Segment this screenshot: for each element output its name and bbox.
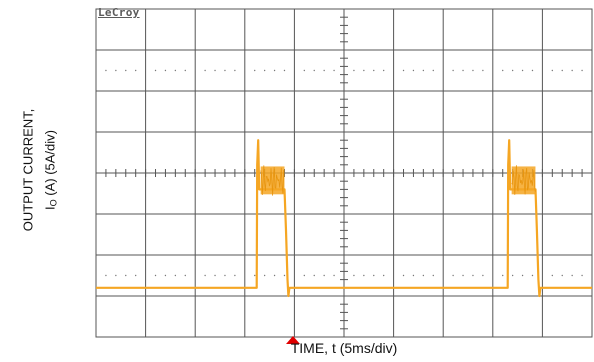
- grid-dot: [382, 274, 385, 277]
- grid-dot: [105, 274, 107, 277]
- grid-dot: [204, 69, 206, 72]
- grid-dot: [214, 274, 216, 277]
- grid-dot: [154, 274, 157, 277]
- grid-dot: [511, 274, 514, 277]
- grid-dot: [154, 69, 157, 72]
- grid-dot: [204, 274, 206, 277]
- trace-layer: [96, 139, 592, 298]
- grid-dot: [502, 274, 504, 277]
- grid-dot: [254, 274, 256, 277]
- grid-dot: [234, 69, 236, 72]
- grid-dot: [234, 274, 236, 277]
- y-axis-label-line1: OUTPUT CURRENT,: [20, 108, 36, 232]
- grid-dot: [184, 69, 186, 72]
- grid-dot: [581, 274, 583, 277]
- grid-dot: [323, 274, 325, 277]
- grid-dot: [373, 274, 375, 277]
- grid-dot: [125, 69, 127, 72]
- grid-dot: [214, 69, 216, 72]
- grid-dot: [115, 274, 117, 277]
- grid-dot: [511, 69, 514, 72]
- grid-dot: [273, 274, 276, 277]
- grid-dot: [402, 274, 405, 277]
- grid-dot: [164, 69, 167, 72]
- grid-dot: [254, 69, 256, 72]
- lecroy-logo: LeCroy: [98, 6, 140, 19]
- grid-dot: [263, 69, 266, 72]
- grid-dot: [472, 69, 474, 72]
- grid-dot: [164, 274, 167, 277]
- grid-dot: [561, 69, 563, 72]
- pulse-noise-trace: [511, 165, 536, 195]
- grid-dot: [263, 274, 266, 277]
- grid-dot: [224, 69, 226, 72]
- y-axis-label-line2: IO (A) (5A/div): [42, 130, 59, 210]
- pulse-noise-band: [260, 166, 285, 195]
- grid-dot: [333, 69, 335, 72]
- grid-dot: [283, 274, 286, 277]
- grid-dot: [502, 69, 504, 72]
- grid-dot: [462, 69, 464, 72]
- grid-dot: [561, 274, 563, 277]
- grid-dot: [452, 274, 454, 277]
- grid-dot: [303, 274, 306, 277]
- grid-dot: [422, 69, 425, 72]
- grid-dot: [482, 69, 484, 72]
- grid-dot: [303, 69, 306, 72]
- grid-dot: [125, 274, 127, 277]
- grid-dot: [472, 274, 474, 277]
- grid-dot: [432, 69, 434, 72]
- grid-dot: [115, 69, 117, 72]
- grid: [96, 9, 592, 337]
- grid-dot: [105, 69, 107, 72]
- grid-dot: [323, 69, 325, 72]
- grid-dot: [184, 274, 186, 277]
- y-axis-label: OUTPUT CURRENT, IO (A) (5A/div): [8, 40, 74, 300]
- grid-dot: [363, 69, 365, 72]
- x-axis-label: TIME, t (5ms/div): [290, 340, 398, 356]
- grid-dot: [224, 274, 226, 277]
- grid-dot: [571, 69, 573, 72]
- grid-dot: [452, 69, 454, 72]
- trigger-marker: [286, 336, 300, 344]
- grid-dot: [382, 69, 385, 72]
- grid-dot: [333, 274, 335, 277]
- grid-dot: [313, 69, 315, 72]
- grid-dot: [571, 274, 573, 277]
- grid-dot: [134, 274, 137, 277]
- grid-dot: [531, 274, 534, 277]
- grid-dot: [551, 274, 554, 277]
- grid-dot: [363, 274, 365, 277]
- current-trace: [96, 139, 592, 298]
- grid-dot: [283, 69, 286, 72]
- grid-dot: [412, 69, 415, 72]
- grid-dot: [432, 274, 434, 277]
- grid-dot: [373, 69, 375, 72]
- grid-dot: [273, 69, 276, 72]
- grid-dot: [521, 274, 524, 277]
- grid-dot: [353, 69, 355, 72]
- grid-dot: [353, 274, 355, 277]
- grid-dot: [174, 69, 177, 72]
- grid-dot: [531, 69, 534, 72]
- grid-dot: [521, 69, 524, 72]
- grid-dot: [313, 274, 315, 277]
- grid-dot: [134, 69, 137, 72]
- grid-dot: [402, 69, 405, 72]
- grid-dot: [422, 274, 425, 277]
- grid-dot: [462, 274, 464, 277]
- grid-dot: [174, 274, 177, 277]
- grid-dot: [412, 274, 415, 277]
- grid-dot: [482, 274, 484, 277]
- grid-dot: [581, 69, 583, 72]
- grid-dot: [551, 69, 554, 72]
- pulse-noise-trace: [260, 165, 285, 196]
